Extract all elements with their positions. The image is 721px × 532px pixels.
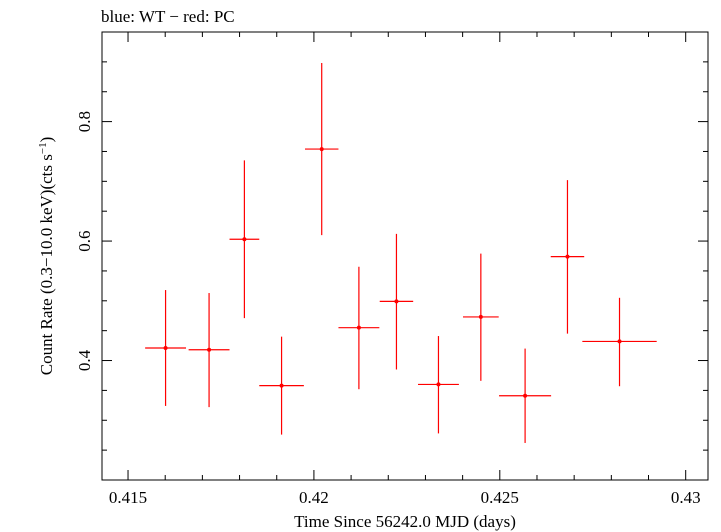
y-tick-label: 0.6 [75,230,94,251]
chart-title: blue: WT − red: PC [101,7,235,26]
data-point [379,233,414,370]
y-axis-tick-labels: 0.4 0.6 0.8 [75,111,94,371]
data-point [304,63,339,236]
data-marker [319,147,324,152]
y-axis-ticks [102,61,708,451]
data-point [145,290,187,406]
data-point [462,253,499,381]
data-marker [242,237,247,242]
data-point [582,297,657,387]
data-point [259,336,304,435]
data-marker [394,299,399,304]
x-axis-label: Time Since 56242.0 MJD (days) [294,512,516,531]
y-axis-label-main: Count Rate (0.3−10.0 keV)(cts s [37,154,56,375]
x-tick-label: 0.43 [671,488,701,507]
data-point [188,293,230,408]
data-marker [279,383,284,388]
x-tick-label: 0.42 [299,488,329,507]
data-marker [207,347,212,352]
x-axis-ticks [127,32,687,480]
data-point [418,336,459,434]
y-axis-label-superscript: −1 [37,142,49,154]
data-point [550,180,585,334]
data-marker [617,339,622,344]
data-marker [356,325,361,330]
y-axis-label: Count Rate (0.3−10.0 keV)(cts s−1) [37,137,56,376]
data-marker [478,314,483,319]
data-marker [565,254,570,259]
data-marker [523,393,528,398]
data-marker [436,382,441,387]
y-axis-label-close: ) [37,137,56,143]
data-point [229,160,260,319]
data-point [499,348,552,443]
plot-frame [101,31,709,481]
y-tick-label: 0.4 [75,349,94,371]
data-point [338,266,380,390]
data-points [145,63,657,443]
data-marker [163,345,168,350]
x-axis-tick-labels: 0.415 0.42 0.425 0.43 [109,488,701,507]
x-tick-label: 0.415 [109,488,147,507]
x-tick-label: 0.425 [481,488,519,507]
y-tick-label: 0.8 [75,111,94,132]
